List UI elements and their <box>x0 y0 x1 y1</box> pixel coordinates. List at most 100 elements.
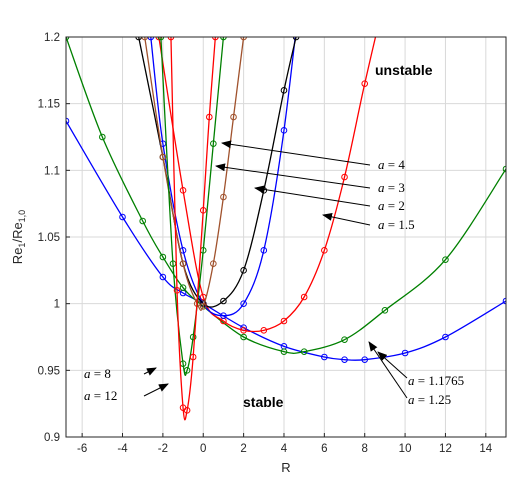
arrow-a1-25 <box>368 341 408 399</box>
data-point <box>220 193 227 201</box>
y-label-main: Re <box>10 248 25 265</box>
annotation-a12-rest: = 12 <box>91 388 118 403</box>
annotation-a1-5-rest: = 1.5 <box>385 217 415 232</box>
x-tick-label: 0 <box>200 443 206 455</box>
annotation-a12-var: a <box>84 388 91 403</box>
data-point <box>341 356 348 363</box>
y-tick-label: 1 <box>54 299 60 311</box>
annotation-a4-var: a <box>378 157 385 172</box>
data-point <box>341 336 348 343</box>
data-point <box>280 317 288 325</box>
y-tick-label: 1.2 <box>44 32 60 44</box>
annotation-a1-25-rest: = 1.25 <box>415 392 452 407</box>
data-point <box>139 217 146 225</box>
annotation-a1-25-var: a <box>408 392 415 407</box>
data-point <box>321 247 328 254</box>
data-point <box>280 348 288 355</box>
data-point <box>159 273 167 281</box>
annotation-a3-var: a <box>378 180 385 195</box>
x-tick-label: 12 <box>439 443 452 455</box>
annotation-a8-var: a <box>84 366 91 381</box>
annotation-a2-var: a <box>378 198 385 213</box>
x-tick-label: 8 <box>362 443 368 455</box>
data-point <box>179 284 187 291</box>
arrow-a2 <box>254 185 371 207</box>
data-point <box>206 113 213 121</box>
data-point <box>159 253 167 261</box>
series-line-2 <box>158 37 377 333</box>
y-label-sub1: 1 <box>17 243 27 248</box>
data-point <box>300 293 308 301</box>
data-point <box>99 133 106 141</box>
data-point <box>173 287 181 294</box>
series-line-7 <box>170 37 217 421</box>
annotation-a1-1765-rest: = 1.1765 <box>415 373 465 388</box>
x-tick-label: -2 <box>158 443 168 455</box>
annotation-a1-5-var: a <box>378 217 385 232</box>
series-line-6 <box>160 37 225 376</box>
data-point <box>210 140 217 147</box>
annotation-a4-rest: = 4 <box>385 157 406 172</box>
y-axis-label: Re1/Re1,0 <box>10 210 27 264</box>
y-tick-label: 0.9 <box>44 432 60 444</box>
region-label-unstable: unstable <box>375 62 433 78</box>
y-tick-label: 1.05 <box>38 232 60 244</box>
data-point <box>220 297 227 305</box>
data-point <box>260 327 268 334</box>
annotation-a1-1765: a = 1.1765 <box>408 373 464 388</box>
data-point <box>230 113 237 121</box>
y-tick-label: 1.15 <box>38 99 60 111</box>
x-axis-label: R <box>281 460 290 475</box>
y-tick-label: 0.95 <box>38 365 60 377</box>
x-tick-label: 10 <box>399 443 412 455</box>
arrow-a4 <box>221 140 371 166</box>
data-point <box>189 333 197 341</box>
x-tick-label: 14 <box>479 443 492 455</box>
data-point <box>220 312 227 319</box>
y-tick-label: 1.1 <box>44 165 60 177</box>
y-label-mid: /Re <box>10 222 25 242</box>
arrow-a12 <box>143 383 169 397</box>
arrow-a8 <box>143 367 157 376</box>
arrow-a3 <box>215 163 371 189</box>
x-tick-label: -6 <box>77 443 87 455</box>
data-point <box>240 300 247 307</box>
data-point <box>381 307 389 314</box>
data-point <box>240 327 247 334</box>
annotation-a2: a = 2 <box>378 198 405 213</box>
x-tick-label: 2 <box>240 443 246 455</box>
annotation-a1-1765-var: a <box>408 373 415 388</box>
annotation-a3: a = 3 <box>378 180 405 195</box>
data-point <box>260 247 268 254</box>
data-point <box>442 333 449 341</box>
data-point <box>179 260 187 267</box>
series-line-1 <box>66 37 506 354</box>
data-point <box>183 367 191 374</box>
grid <box>66 36 506 438</box>
annotation-a2-rest: = 2 <box>385 198 405 213</box>
annotation-a1-5: a = 1.5 <box>378 217 415 232</box>
annotation-a4: a = 4 <box>378 157 405 172</box>
annotation-a1-25: a = 1.25 <box>408 392 451 407</box>
data-point <box>280 87 288 94</box>
data-point <box>119 213 126 221</box>
data-point <box>341 173 348 181</box>
data-point <box>159 153 167 161</box>
annotations: a = 4 a = 3 a = 2 a = 1.5 a = 8 a = 12 a… <box>84 140 464 407</box>
x-tick-label: 6 <box>321 443 327 455</box>
data-point <box>361 80 369 87</box>
region-label-stable: stable <box>243 394 284 410</box>
annotation-a8: a = 8 <box>84 366 111 381</box>
data-point <box>189 353 197 361</box>
data-point <box>502 165 506 173</box>
data-point <box>183 407 191 414</box>
data-point <box>321 353 328 361</box>
data-point <box>210 260 217 267</box>
data-point <box>300 348 308 355</box>
data-point <box>240 267 247 274</box>
data-point <box>240 333 247 341</box>
arrow-a1-5 <box>322 212 371 226</box>
annotation-a12: a = 12 <box>84 388 117 403</box>
x-tick-label: -4 <box>117 443 128 455</box>
